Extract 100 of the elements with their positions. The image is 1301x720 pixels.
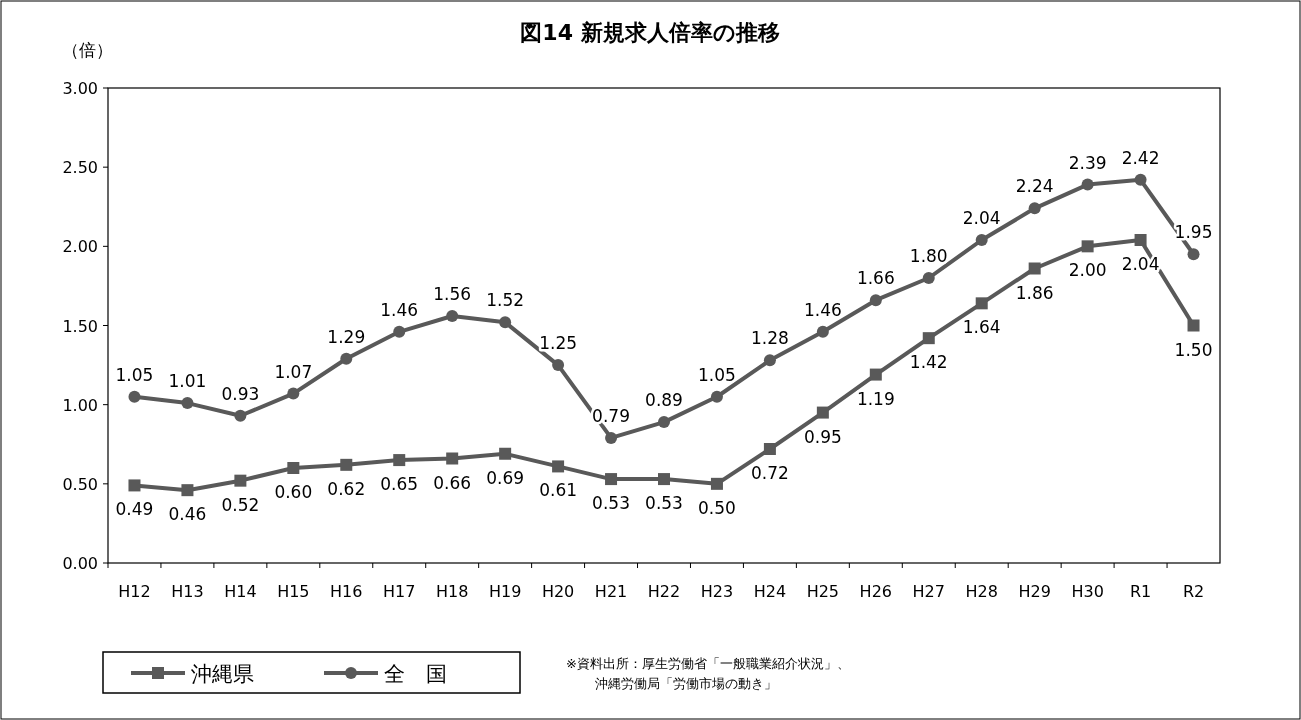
legend-label: 全 国: [384, 662, 447, 686]
point: [552, 359, 565, 372]
data-label: 0.62: [327, 478, 366, 499]
x-tick-label: H30: [1071, 582, 1104, 601]
point: [869, 368, 882, 381]
data-label: 1.86: [1015, 282, 1054, 303]
point: [234, 409, 247, 422]
data-label: 0.60: [274, 482, 313, 502]
data-label: 1.19: [856, 388, 895, 409]
data-label: 0.46: [168, 504, 207, 525]
data-label: 1.25: [539, 333, 578, 354]
point: [446, 452, 459, 465]
data-label: 0.95: [803, 426, 842, 447]
point: [128, 390, 141, 403]
point: [1028, 262, 1041, 275]
point: [340, 458, 353, 471]
x-tick-label: H22: [647, 582, 681, 601]
data-label: 1.05: [115, 364, 154, 385]
x-tick-label: R2: [1182, 582, 1205, 601]
y-axis-title: （倍）: [62, 40, 113, 60]
data-label: 0.65: [380, 474, 419, 495]
point: [975, 297, 988, 310]
point: [128, 479, 141, 492]
data-label: 0.61: [539, 480, 578, 501]
data-label: 0.52: [221, 494, 260, 515]
data-label: 0.89: [645, 390, 683, 411]
point: [393, 454, 406, 467]
data-label: 1.46: [803, 299, 842, 320]
x-tick-label: H23: [700, 582, 734, 601]
point: [816, 406, 829, 419]
point: [552, 460, 565, 473]
y-tick-label: 0.50: [62, 474, 98, 494]
data-label: 1.29: [327, 326, 366, 347]
point: [1081, 240, 1094, 253]
data-label: 1.80: [909, 246, 948, 266]
text: 沖縄労働局「労働市場の動き」: [595, 676, 777, 691]
point: [975, 234, 988, 246]
x-tick-label: H15: [277, 582, 310, 601]
data-label: 1.42: [909, 352, 948, 373]
point: [1134, 234, 1147, 246]
point: [446, 310, 459, 322]
data-label: 0.49: [115, 499, 154, 520]
point: [340, 352, 353, 365]
point: [922, 272, 935, 284]
x-tick-label: H18: [436, 582, 469, 601]
point: [234, 474, 247, 487]
y-tick-label: 2.00: [62, 237, 98, 257]
x-tick-label: H13: [171, 582, 204, 601]
text: ※資料出所：厚生労働省「一般職業紹介状況」、: [566, 656, 850, 671]
point: [287, 462, 300, 474]
data-label: 0.93: [221, 383, 260, 404]
x-tick-label: R1: [1129, 582, 1152, 601]
x-tick-label: H27: [912, 582, 945, 601]
data-label: 1.46: [380, 299, 419, 320]
point: [816, 325, 829, 338]
point: [763, 443, 776, 455]
data-label: 1.05: [698, 364, 736, 385]
data-label: 1.07: [274, 361, 313, 382]
point: [658, 473, 670, 486]
point: [1187, 248, 1200, 261]
x-tick-label: H21: [594, 582, 628, 601]
x-tick-label: H28: [965, 582, 998, 601]
data-label: 1.28: [750, 328, 789, 349]
data-label: 1.52: [486, 290, 525, 311]
x-tick-label: H16: [330, 582, 363, 601]
x-tick-label: H24: [753, 582, 787, 601]
data-label: 2.04: [962, 208, 1001, 228]
x-tick-label: H14: [224, 582, 257, 601]
x-tick-label: H19: [488, 582, 522, 601]
y-tick-label: 0.00: [62, 554, 98, 573]
point: [763, 354, 776, 367]
y-tick-label: 1.50: [62, 316, 98, 336]
point: [922, 332, 935, 345]
data-label: 0.66: [433, 472, 472, 493]
data-label: 0.53: [592, 493, 630, 514]
data-label: 1.66: [856, 268, 895, 289]
x-tick-label: H25: [806, 582, 840, 601]
point: [710, 390, 723, 403]
data-label: 0.72: [750, 463, 789, 483]
y-tick-label: 1.00: [62, 395, 98, 415]
point: [499, 316, 512, 329]
point: [181, 397, 194, 410]
data-label: 1.01: [168, 371, 207, 392]
data-label: 2.00: [1068, 260, 1107, 281]
point: [710, 477, 723, 490]
legend-label: 沖縄県: [191, 662, 254, 686]
x-tick-label: H12: [118, 582, 151, 601]
data-label: 2.39: [1068, 152, 1107, 173]
point: [605, 431, 618, 444]
data-label: 2.42: [1121, 147, 1160, 168]
point: [869, 294, 882, 307]
x-tick-label: H29: [1018, 582, 1051, 601]
data-label: 0.53: [645, 493, 683, 514]
data-label: 0.69: [486, 467, 525, 488]
point: [287, 387, 300, 400]
data-label: 1.50: [1174, 339, 1213, 360]
y-tick-label: 3.00: [62, 79, 98, 98]
y-tick-label: 2.50: [62, 158, 98, 178]
point: [1187, 319, 1200, 332]
point: [658, 416, 670, 429]
